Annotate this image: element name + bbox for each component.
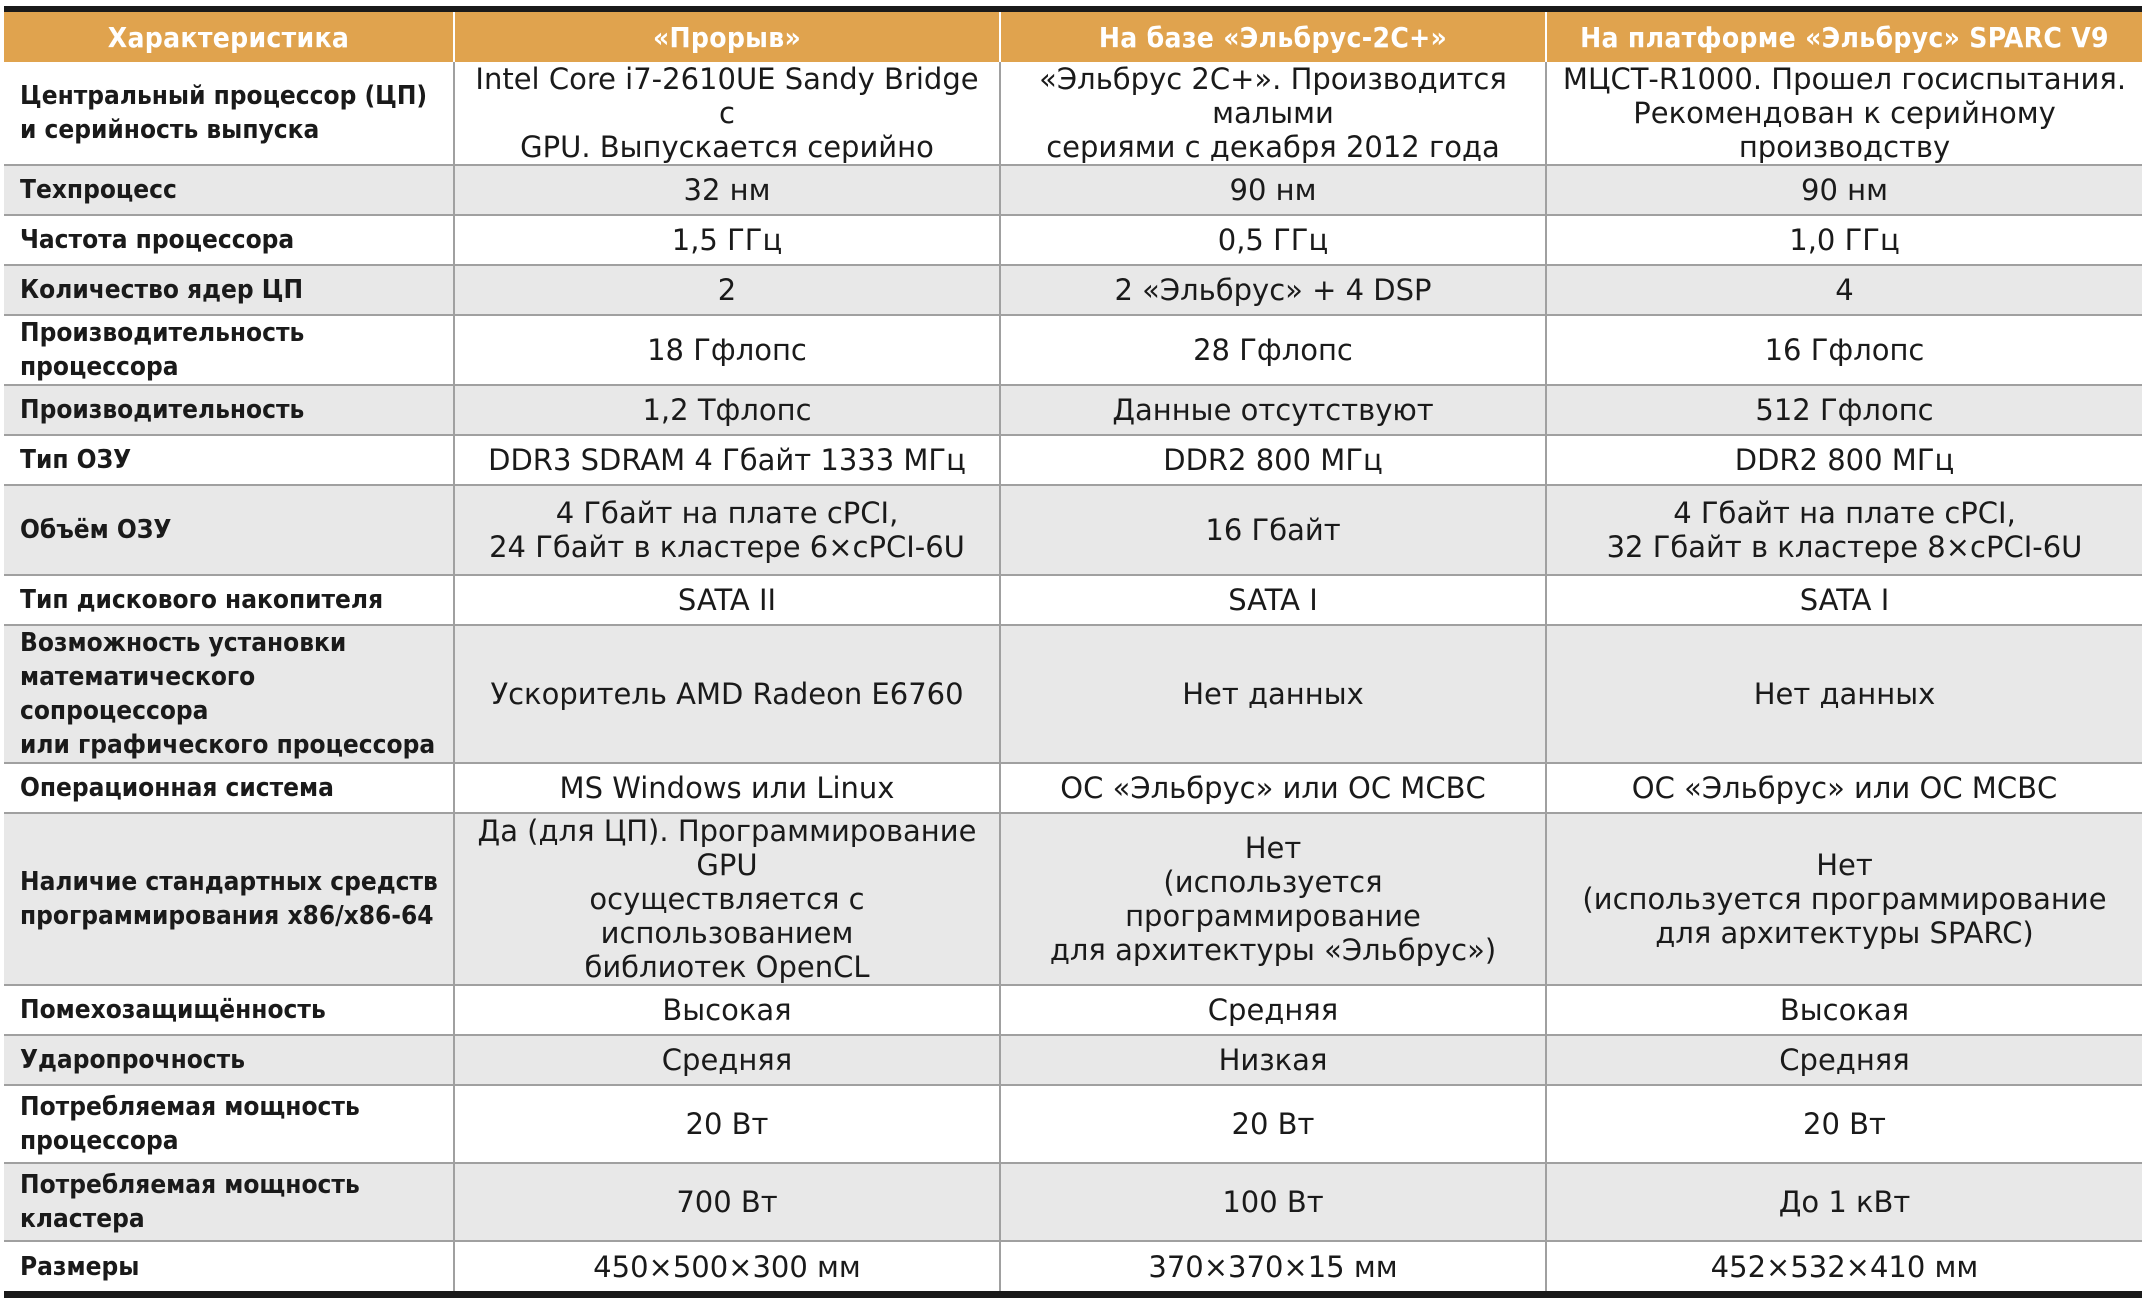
table-cell: SATA I bbox=[1545, 574, 2142, 625]
table-cell: 90 нм bbox=[1545, 164, 2142, 215]
table-cell: Средняя bbox=[999, 984, 1546, 1035]
table-cell: Нет данных bbox=[1545, 624, 2142, 763]
table-cell: DDR2 800 МГц bbox=[1545, 434, 2142, 485]
header-characteristic: Характеристика bbox=[4, 12, 454, 62]
table-row: Ударопрочность Средняя Низкая Средняя bbox=[4, 1034, 2142, 1085]
header-proryv: «Прорыв» bbox=[453, 12, 1000, 62]
table-cell: 100 Вт bbox=[999, 1162, 1546, 1241]
row-label: Ударопрочность bbox=[4, 1034, 454, 1085]
row-label: Производительность bbox=[4, 384, 454, 435]
table-cell: 20 Вт bbox=[1545, 1084, 2142, 1163]
table-cell: 2 «Эльбрус» + 4 DSP bbox=[999, 264, 1546, 315]
row-label: Наличие стандартных средств программиров… bbox=[4, 812, 454, 985]
table-row: Производительность 1,2 Тфлопс Данные отс… bbox=[4, 384, 2142, 435]
table-cell: SATA II bbox=[453, 574, 1000, 625]
table-cell: До 1 кВт bbox=[1545, 1162, 2142, 1241]
row-label: Возможность установки математического со… bbox=[4, 624, 454, 763]
row-label: Количество ядер ЦП bbox=[4, 264, 454, 315]
table-cell: Да (для ЦП). Программирование GPU осущес… bbox=[453, 812, 1000, 985]
table-cell: DDR3 SDRAM 4 Гбайт 1333 МГц bbox=[453, 434, 1000, 485]
table-row: Наличие стандартных средств программиров… bbox=[4, 812, 2142, 985]
table-cell: МЦСТ-R1000. Прошел госиспытания. Рекомен… bbox=[1545, 62, 2142, 165]
table-cell: 28 Гфлопс bbox=[999, 314, 1546, 385]
table-row: Центральный процессор (ЦП) и серийность … bbox=[4, 62, 2142, 165]
table-cell: ОС «Эльбрус» или ОС МСВС bbox=[999, 762, 1546, 813]
table-cell: 16 Гфлопс bbox=[1545, 314, 2142, 385]
table-body: Центральный процессор (ЦП) и серийность … bbox=[4, 62, 2142, 1291]
table-cell: 450×500×300 мм bbox=[453, 1240, 1000, 1291]
table-row: Помехозащищённость Высокая Средняя Высок… bbox=[4, 984, 2142, 1035]
table-cell: 20 Вт bbox=[999, 1084, 1546, 1163]
table-cell: Средняя bbox=[1545, 1034, 2142, 1085]
table-cell: 90 нм bbox=[999, 164, 1546, 215]
comparison-table: Характеристика «Прорыв» На базе «Эльбрус… bbox=[4, 12, 2142, 1291]
row-label: Потребляемая мощность кластера bbox=[4, 1162, 454, 1241]
table-cell: 2 bbox=[453, 264, 1000, 315]
table-row: Объём ОЗУ 4 Гбайт на плате cPCI, 24 Гбай… bbox=[4, 484, 2142, 575]
table-header: Характеристика «Прорыв» На базе «Эльбрус… bbox=[4, 12, 2142, 62]
table-cell: 512 Гфлопс bbox=[1545, 384, 2142, 435]
table-cell: 700 Вт bbox=[453, 1162, 1000, 1241]
table-cell: Средняя bbox=[453, 1034, 1000, 1085]
table-row: Частота процессора 1,5 ГГц 0,5 ГГц 1,0 Г… bbox=[4, 214, 2142, 265]
table-cell: 452×532×410 мм bbox=[1545, 1240, 2142, 1291]
table-row: Возможность установки математического со… bbox=[4, 624, 2142, 763]
row-label: Техпроцесс bbox=[4, 164, 454, 215]
table-cell: Данные отсутствуют bbox=[999, 384, 1546, 435]
table-cell: Нет (используется программирование для а… bbox=[1545, 812, 2142, 985]
table-cell: Высокая bbox=[1545, 984, 2142, 1035]
row-label: Размеры bbox=[4, 1240, 454, 1291]
table-cell: 18 Гфлопс bbox=[453, 314, 1000, 385]
table-cell: 370×370×15 мм bbox=[999, 1240, 1546, 1291]
table-row: Производительность процессора 18 Гфлопс … bbox=[4, 314, 2142, 385]
table-row: Тип дискового накопителя SATA II SATA I … bbox=[4, 574, 2142, 625]
row-label: Частота процессора bbox=[4, 214, 454, 265]
row-label: Центральный процессор (ЦП) и серийность … bbox=[4, 62, 454, 165]
table-cell: ОС «Эльбрус» или ОС МСВС bbox=[1545, 762, 2142, 813]
table-cell: Высокая bbox=[453, 984, 1000, 1035]
table-cell: «Эльбрус 2С+». Производится малыми серия… bbox=[999, 62, 1546, 165]
table-cell: 4 bbox=[1545, 264, 2142, 315]
header-elbrus-2c: На базе «Эльбрус-2С+» bbox=[999, 12, 1546, 62]
table-cell: 1,0 ГГц bbox=[1545, 214, 2142, 265]
row-label: Потребляемая мощность процессора bbox=[4, 1084, 454, 1163]
table-row: Размеры 450×500×300 мм 370×370×15 мм 452… bbox=[4, 1240, 2142, 1291]
table-cell: Intel Core i7-2610UE Sandy Bridge с GPU.… bbox=[453, 62, 1000, 165]
comparison-table-container: Характеристика «Прорыв» На базе «Эльбрус… bbox=[4, 6, 2142, 1298]
row-label: Операционная система bbox=[4, 762, 454, 813]
row-label: Объём ОЗУ bbox=[4, 484, 454, 575]
table-row: Потребляемая мощность кластера 700 Вт 10… bbox=[4, 1162, 2142, 1241]
table-cell: 16 Гбайт bbox=[999, 484, 1546, 575]
table-cell: 32 нм bbox=[453, 164, 1000, 215]
table-cell: Нет (используется программирование для а… bbox=[999, 812, 1546, 985]
header-row: Характеристика «Прорыв» На базе «Эльбрус… bbox=[4, 12, 2142, 62]
table-row: Операционная система MS Windows или Linu… bbox=[4, 762, 2142, 813]
table-cell: 4 Гбайт на плате cPCI, 32 Гбайт в класте… bbox=[1545, 484, 2142, 575]
table-row: Техпроцесс 32 нм 90 нм 90 нм bbox=[4, 164, 2142, 215]
table-cell: Низкая bbox=[999, 1034, 1546, 1085]
table-cell: 0,5 ГГц bbox=[999, 214, 1546, 265]
table-row: Количество ядер ЦП 2 2 «Эльбрус» + 4 DSP… bbox=[4, 264, 2142, 315]
row-label: Тип дискового накопителя bbox=[4, 574, 454, 625]
table-cell: SATA I bbox=[999, 574, 1546, 625]
table-cell: 1,5 ГГц bbox=[453, 214, 1000, 265]
table-cell: MS Windows или Linux bbox=[453, 762, 1000, 813]
table-row: Тип ОЗУ DDR3 SDRAM 4 Гбайт 1333 МГц DDR2… bbox=[4, 434, 2142, 485]
table-cell: Ускоритель AMD Radeon E6760 bbox=[453, 624, 1000, 763]
row-label: Помехозащищённость bbox=[4, 984, 454, 1035]
row-label: Тип ОЗУ bbox=[4, 434, 454, 485]
table-cell: Нет данных bbox=[999, 624, 1546, 763]
header-elbrus-sparc: На платформе «Эльбрус» SPARC V9 bbox=[1545, 12, 2142, 62]
table-cell: DDR2 800 МГц bbox=[999, 434, 1546, 485]
table-cell: 1,2 Тфлопс bbox=[453, 384, 1000, 435]
table-row: Потребляемая мощность процессора 20 Вт 2… bbox=[4, 1084, 2142, 1163]
row-label: Производительность процессора bbox=[4, 314, 454, 385]
table-cell: 4 Гбайт на плате cPCI, 24 Гбайт в класте… bbox=[453, 484, 1000, 575]
table-cell: 20 Вт bbox=[453, 1084, 1000, 1163]
